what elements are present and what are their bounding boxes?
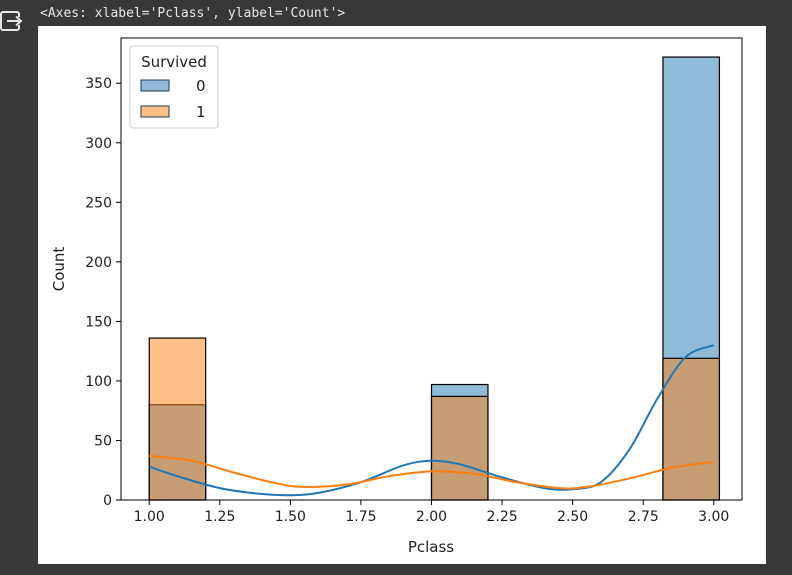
bar-survived-1-2: [430, 395, 489, 501]
x-tick-label: 1.75: [345, 509, 376, 525]
output-redirect-icon[interactable]: [0, 8, 24, 34]
legend-title: Survived: [141, 53, 207, 71]
legend-label-1: 1: [196, 103, 206, 121]
y-tick-label: 0: [103, 493, 112, 509]
y-tick-label: 100: [85, 374, 112, 390]
y-tick-label: 50: [94, 433, 112, 449]
x-tick-label: 1.25: [204, 509, 235, 525]
figure-canvas: 1.00 1.25 1.50 1.75 2.00 2.25 2.50 2.75 3.00 0 50…: [38, 26, 766, 564]
histogram-chart: 1.00 1.25 1.50 1.75 2.00 2.25 2.50 2.75 3.00 0 50…: [50, 37, 743, 556]
y-tick-label: 150: [85, 314, 112, 330]
axes-repr-text: <Axes: xlabel='Pclass', ylabel='Count'>: [40, 6, 346, 21]
legend-label-0: 0: [196, 77, 206, 95]
kde-line-survived-0: [148, 344, 715, 497]
y-tick-label: 300: [85, 136, 112, 152]
x-tick-label: 2.75: [628, 509, 659, 525]
bar-survived-1-1: [148, 337, 207, 501]
y-tick-label: 200: [85, 255, 112, 271]
kde-layer: [148, 344, 715, 497]
x-tick-label: 3.00: [698, 509, 729, 525]
x-tick-label: 1.50: [275, 509, 306, 525]
x-tick-label: 1.00: [134, 509, 165, 525]
y-tick-label: 250: [85, 195, 112, 211]
bar-survived-1-3: [662, 357, 721, 501]
x-axis-label: Pclass: [408, 538, 454, 556]
legend: Survived 0 1: [129, 45, 219, 129]
y-tick-label: 350: [85, 76, 112, 92]
x-ticks: 1.00 1.25 1.50 1.75 2.00 2.25 2.50 2.75 3.00: [134, 500, 729, 525]
x-tick-label: 2.25: [486, 509, 517, 525]
bars-layer: [148, 56, 721, 501]
x-tick-label: 2.50: [557, 509, 588, 525]
kde-line-survived-1: [149, 454, 714, 490]
legend-swatch-1: [140, 105, 170, 118]
y-ticks: 0 50 100 150 200 250 300 350: [85, 76, 121, 509]
y-axis-label: Count: [50, 247, 68, 292]
legend-swatch-0: [140, 79, 170, 92]
x-tick-label: 2.00: [416, 509, 447, 525]
